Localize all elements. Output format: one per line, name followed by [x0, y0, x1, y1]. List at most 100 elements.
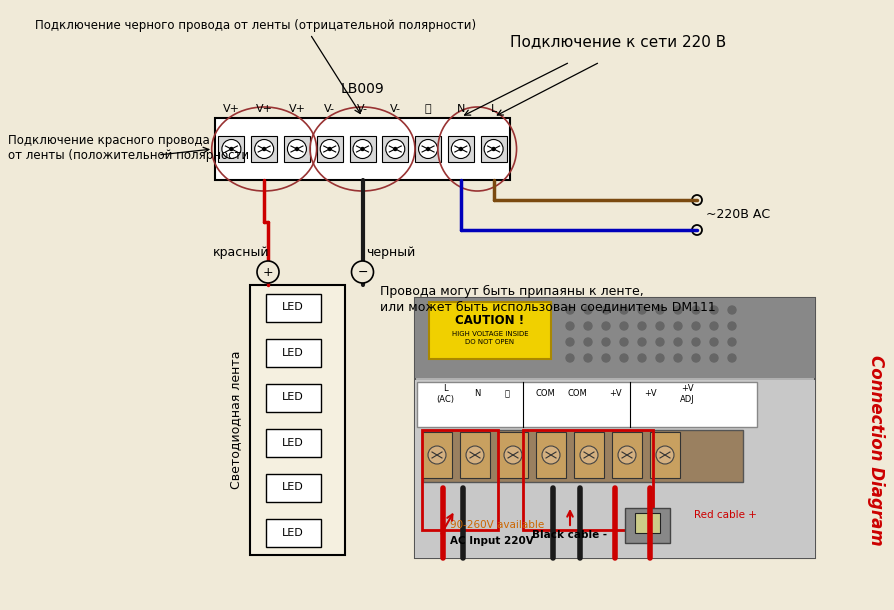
- FancyBboxPatch shape: [460, 432, 490, 478]
- FancyBboxPatch shape: [650, 432, 680, 478]
- Text: 90-260V available: 90-260V available: [450, 520, 544, 530]
- FancyBboxPatch shape: [429, 302, 551, 359]
- Text: V+: V+: [289, 104, 306, 114]
- Bar: [316, 136, 342, 162]
- Circle shape: [584, 322, 592, 330]
- Bar: [266, 518, 321, 547]
- Circle shape: [584, 354, 592, 362]
- Circle shape: [620, 338, 628, 346]
- Circle shape: [222, 140, 240, 159]
- Circle shape: [692, 322, 700, 330]
- Text: Подключение черного провода от ленты (отрицательной полярности): Подключение черного провода от ленты (от…: [35, 18, 477, 32]
- Circle shape: [566, 338, 574, 346]
- Circle shape: [674, 306, 682, 314]
- Circle shape: [728, 354, 736, 362]
- Text: черный: черный: [367, 246, 416, 259]
- Text: Провода могут быть припаяны к ленте,
или может быть использован соединитемь DM11: Провода могут быть припаяны к ленте, или…: [380, 285, 716, 313]
- Circle shape: [692, 306, 700, 314]
- Circle shape: [295, 148, 299, 151]
- Text: Black cable -: Black cable -: [533, 530, 608, 540]
- Text: +: +: [263, 265, 274, 279]
- Bar: [625, 508, 670, 543]
- Circle shape: [638, 338, 646, 346]
- Bar: [284, 136, 310, 162]
- Text: LED: LED: [283, 392, 304, 403]
- Circle shape: [288, 140, 307, 159]
- Text: ⏚: ⏚: [425, 104, 432, 114]
- Text: LED: LED: [283, 437, 304, 448]
- Text: COM: COM: [536, 390, 555, 398]
- Circle shape: [584, 306, 592, 314]
- Circle shape: [485, 140, 503, 159]
- Circle shape: [692, 354, 700, 362]
- Circle shape: [674, 338, 682, 346]
- Circle shape: [602, 338, 610, 346]
- Text: N: N: [457, 104, 465, 114]
- Circle shape: [620, 306, 628, 314]
- Circle shape: [620, 354, 628, 362]
- Text: HIGH VOLTAGE INSIDE
DO NOT OPEN: HIGH VOLTAGE INSIDE DO NOT OPEN: [451, 331, 528, 345]
- Circle shape: [386, 140, 405, 159]
- Text: ~220В АС: ~220В АС: [706, 207, 770, 220]
- Circle shape: [361, 148, 364, 151]
- Circle shape: [542, 446, 560, 464]
- Circle shape: [656, 322, 664, 330]
- Circle shape: [353, 140, 372, 159]
- Text: Подключение к сети 220 В: Подключение к сети 220 В: [510, 35, 726, 49]
- Circle shape: [602, 322, 610, 330]
- Circle shape: [692, 225, 702, 235]
- Text: V+: V+: [256, 104, 273, 114]
- Text: LB009: LB009: [341, 82, 384, 96]
- Circle shape: [692, 195, 702, 205]
- Text: LED: LED: [283, 528, 304, 537]
- Circle shape: [638, 354, 646, 362]
- Text: L
(AC): L (AC): [436, 384, 454, 404]
- Bar: [423, 430, 743, 482]
- Circle shape: [692, 338, 700, 346]
- Text: +V: +V: [609, 390, 621, 398]
- Text: CAUTION !: CAUTION !: [455, 314, 525, 326]
- Circle shape: [492, 148, 495, 151]
- Circle shape: [418, 140, 437, 159]
- Text: +V
ADJ: +V ADJ: [679, 384, 695, 404]
- Circle shape: [460, 148, 462, 151]
- Bar: [383, 136, 409, 162]
- Circle shape: [710, 306, 718, 314]
- Circle shape: [710, 322, 718, 330]
- Circle shape: [328, 148, 331, 151]
- Circle shape: [602, 354, 610, 362]
- Bar: [415, 136, 441, 162]
- Text: ⏚: ⏚: [504, 390, 510, 398]
- Text: COM: COM: [567, 390, 586, 398]
- Circle shape: [584, 338, 592, 346]
- Text: N: N: [474, 390, 480, 398]
- Bar: [266, 293, 321, 321]
- Bar: [635, 513, 660, 533]
- Text: Red cable +: Red cable +: [694, 510, 756, 520]
- Circle shape: [656, 338, 664, 346]
- Bar: [266, 384, 321, 412]
- Circle shape: [656, 354, 664, 362]
- Bar: [215, 118, 510, 180]
- Circle shape: [728, 306, 736, 314]
- Bar: [415, 298, 815, 558]
- Text: LED: LED: [283, 483, 304, 492]
- FancyBboxPatch shape: [498, 432, 528, 478]
- Circle shape: [656, 446, 674, 464]
- Text: красный: красный: [213, 246, 269, 259]
- Bar: [250, 285, 345, 555]
- Circle shape: [618, 446, 636, 464]
- Circle shape: [451, 140, 470, 159]
- Text: V+: V+: [223, 104, 240, 114]
- Text: Светодиодная лента: Светодиодная лента: [230, 351, 242, 489]
- Circle shape: [351, 261, 374, 283]
- Circle shape: [504, 446, 522, 464]
- Circle shape: [656, 306, 664, 314]
- Bar: [481, 136, 507, 162]
- FancyBboxPatch shape: [536, 432, 566, 478]
- FancyBboxPatch shape: [574, 432, 604, 478]
- Circle shape: [263, 148, 266, 151]
- Circle shape: [638, 322, 646, 330]
- FancyBboxPatch shape: [612, 432, 642, 478]
- Text: LED: LED: [283, 303, 304, 312]
